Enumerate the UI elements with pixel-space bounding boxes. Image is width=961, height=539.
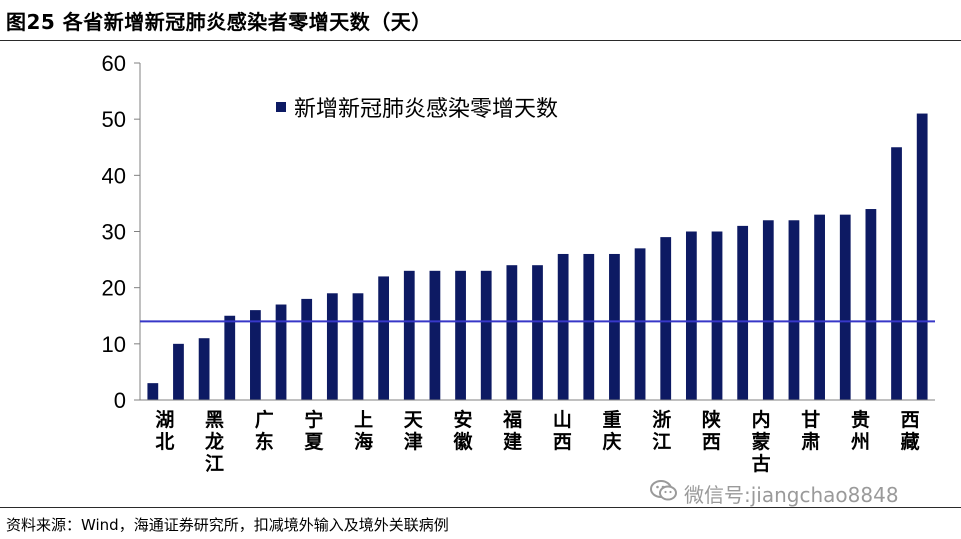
bar — [634, 248, 646, 400]
x-tick-label: 重庆 — [603, 409, 622, 453]
bar — [147, 383, 159, 400]
bar — [480, 270, 492, 400]
chart-title: 图25 各省新增新冠肺炎感染者零增天数（天） — [6, 10, 432, 34]
y-tick-label: 50 — [102, 107, 126, 132]
x-tick-label: 西藏 — [901, 409, 920, 453]
bar — [865, 209, 877, 400]
bar — [711, 231, 723, 400]
bar-series — [147, 113, 928, 401]
x-tick-label: 上海 — [354, 409, 373, 453]
bar — [583, 253, 595, 400]
x-tick-label: 甘肃 — [801, 409, 820, 453]
legend-label: 新增新冠肺炎感染零增天数 — [294, 97, 558, 122]
bar — [173, 343, 184, 400]
x-tick-label: 福建 — [502, 408, 522, 453]
top-rule — [0, 40, 961, 41]
x-tick-label: 黑龙江 — [205, 409, 224, 475]
y-axis: 0 10 20 30 40 50 60 — [102, 51, 140, 413]
y-tick-label: 60 — [102, 51, 126, 76]
bar — [198, 338, 210, 400]
bar — [609, 253, 620, 400]
bar — [506, 265, 518, 400]
legend: 新增新冠肺炎感染零增天数 — [276, 97, 558, 122]
axes — [139, 63, 935, 401]
bar — [352, 293, 364, 400]
bar — [275, 304, 287, 400]
x-tick-label: 宁夏 — [304, 408, 324, 453]
bar — [301, 298, 313, 400]
y-tick-label: 30 — [102, 220, 126, 245]
y-tick-label: 40 — [102, 163, 126, 188]
source-note: 资料来源：Wind，海通证券研究所，扣减境外输入及境外关联病例 — [6, 516, 449, 534]
x-tick-label: 贵州 — [851, 409, 870, 453]
x-tick-label: 天津 — [404, 409, 424, 453]
bar — [762, 220, 774, 400]
x-tick-label: 安徽 — [452, 408, 473, 453]
bar — [378, 276, 390, 400]
legend-swatch — [276, 102, 286, 112]
bar — [891, 147, 902, 400]
watermark: 微信号:jiangchao8848 — [650, 479, 935, 507]
bar — [224, 315, 236, 400]
x-tick-label: 山西 — [553, 409, 572, 453]
bar — [455, 270, 466, 400]
y-tick-label: 0 — [114, 388, 126, 413]
x-tick-label: 浙江 — [652, 408, 671, 453]
wechat-icon — [650, 479, 678, 507]
bar — [685, 231, 697, 400]
x-tick-label: 陕西 — [702, 408, 721, 453]
bar — [429, 270, 441, 400]
bar — [839, 214, 851, 400]
bar — [788, 220, 800, 400]
bar — [250, 310, 261, 400]
x-tick-label: 湖北 — [155, 409, 174, 453]
bar — [737, 225, 749, 400]
bar — [557, 253, 569, 400]
x-tick-label: 内蒙古 — [752, 408, 771, 475]
bar — [916, 113, 928, 401]
x-tick-label: 广东 — [255, 408, 274, 453]
bar — [814, 214, 825, 400]
bar-chart: 0 10 20 30 40 50 60 湖北 黑龙江 广东宁夏上海天津安徽福建山西重庆浙江陕西内… — [102, 51, 935, 475]
bar — [326, 293, 338, 400]
y-tick-label: 10 — [102, 332, 126, 357]
y-tick-label: 20 — [102, 276, 126, 301]
bar — [532, 265, 543, 400]
bar — [403, 270, 415, 400]
bar — [660, 237, 672, 400]
bottom-rule — [0, 507, 961, 508]
watermark-text: 微信号:jiangchao8848 — [684, 482, 899, 507]
